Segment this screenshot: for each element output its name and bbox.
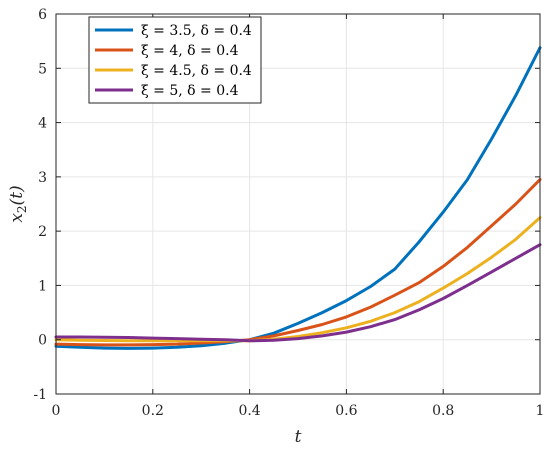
x-tick-label: 0	[52, 403, 61, 419]
legend-entry-label: ξ = 3.5, δ = 0.4	[141, 23, 252, 39]
x-tick-label: 1	[536, 403, 545, 419]
x-tick-label: 0.6	[335, 403, 357, 419]
x-tick-label: 0.2	[142, 403, 164, 419]
legend: ξ = 3.5, δ = 0.4 ξ = 4, δ = 0.4 ξ = 4.5, δ…	[88, 16, 262, 104]
y-tick-label: 5	[38, 61, 47, 77]
y-tick-label: 6	[38, 7, 47, 23]
y-tick-label: 3	[38, 170, 47, 186]
legend-entry-label: ξ = 4.5, δ = 0.4	[141, 63, 252, 79]
x-axis-label: t	[295, 427, 302, 447]
y-axis-label: x2(t)	[7, 185, 29, 222]
y-tick-label: 2	[38, 224, 47, 240]
x-tick-label: 0.8	[432, 403, 454, 419]
x-tick-label: 0.4	[238, 403, 260, 419]
series-group	[54, 46, 542, 350]
y-tick-label: -1	[33, 387, 47, 403]
tick-labels: 0 0.2 0.4 0.6 0.8 1 -1 0 1 2 3 4 5 6	[33, 7, 544, 419]
series-line-3	[54, 216, 542, 343]
series-line-4	[54, 243, 542, 343]
y-tick-label: 0	[38, 333, 47, 349]
axes-box	[55, 13, 541, 395]
legend-entry-label: ξ = 4, δ = 0.4	[141, 43, 239, 59]
series-line-1	[54, 46, 542, 350]
y-tick-label: 4	[38, 116, 47, 132]
y-tick-label: 1	[38, 278, 47, 294]
series-line-2	[54, 178, 542, 347]
legend-entry-label: ξ = 5, δ = 0.4	[141, 83, 239, 99]
